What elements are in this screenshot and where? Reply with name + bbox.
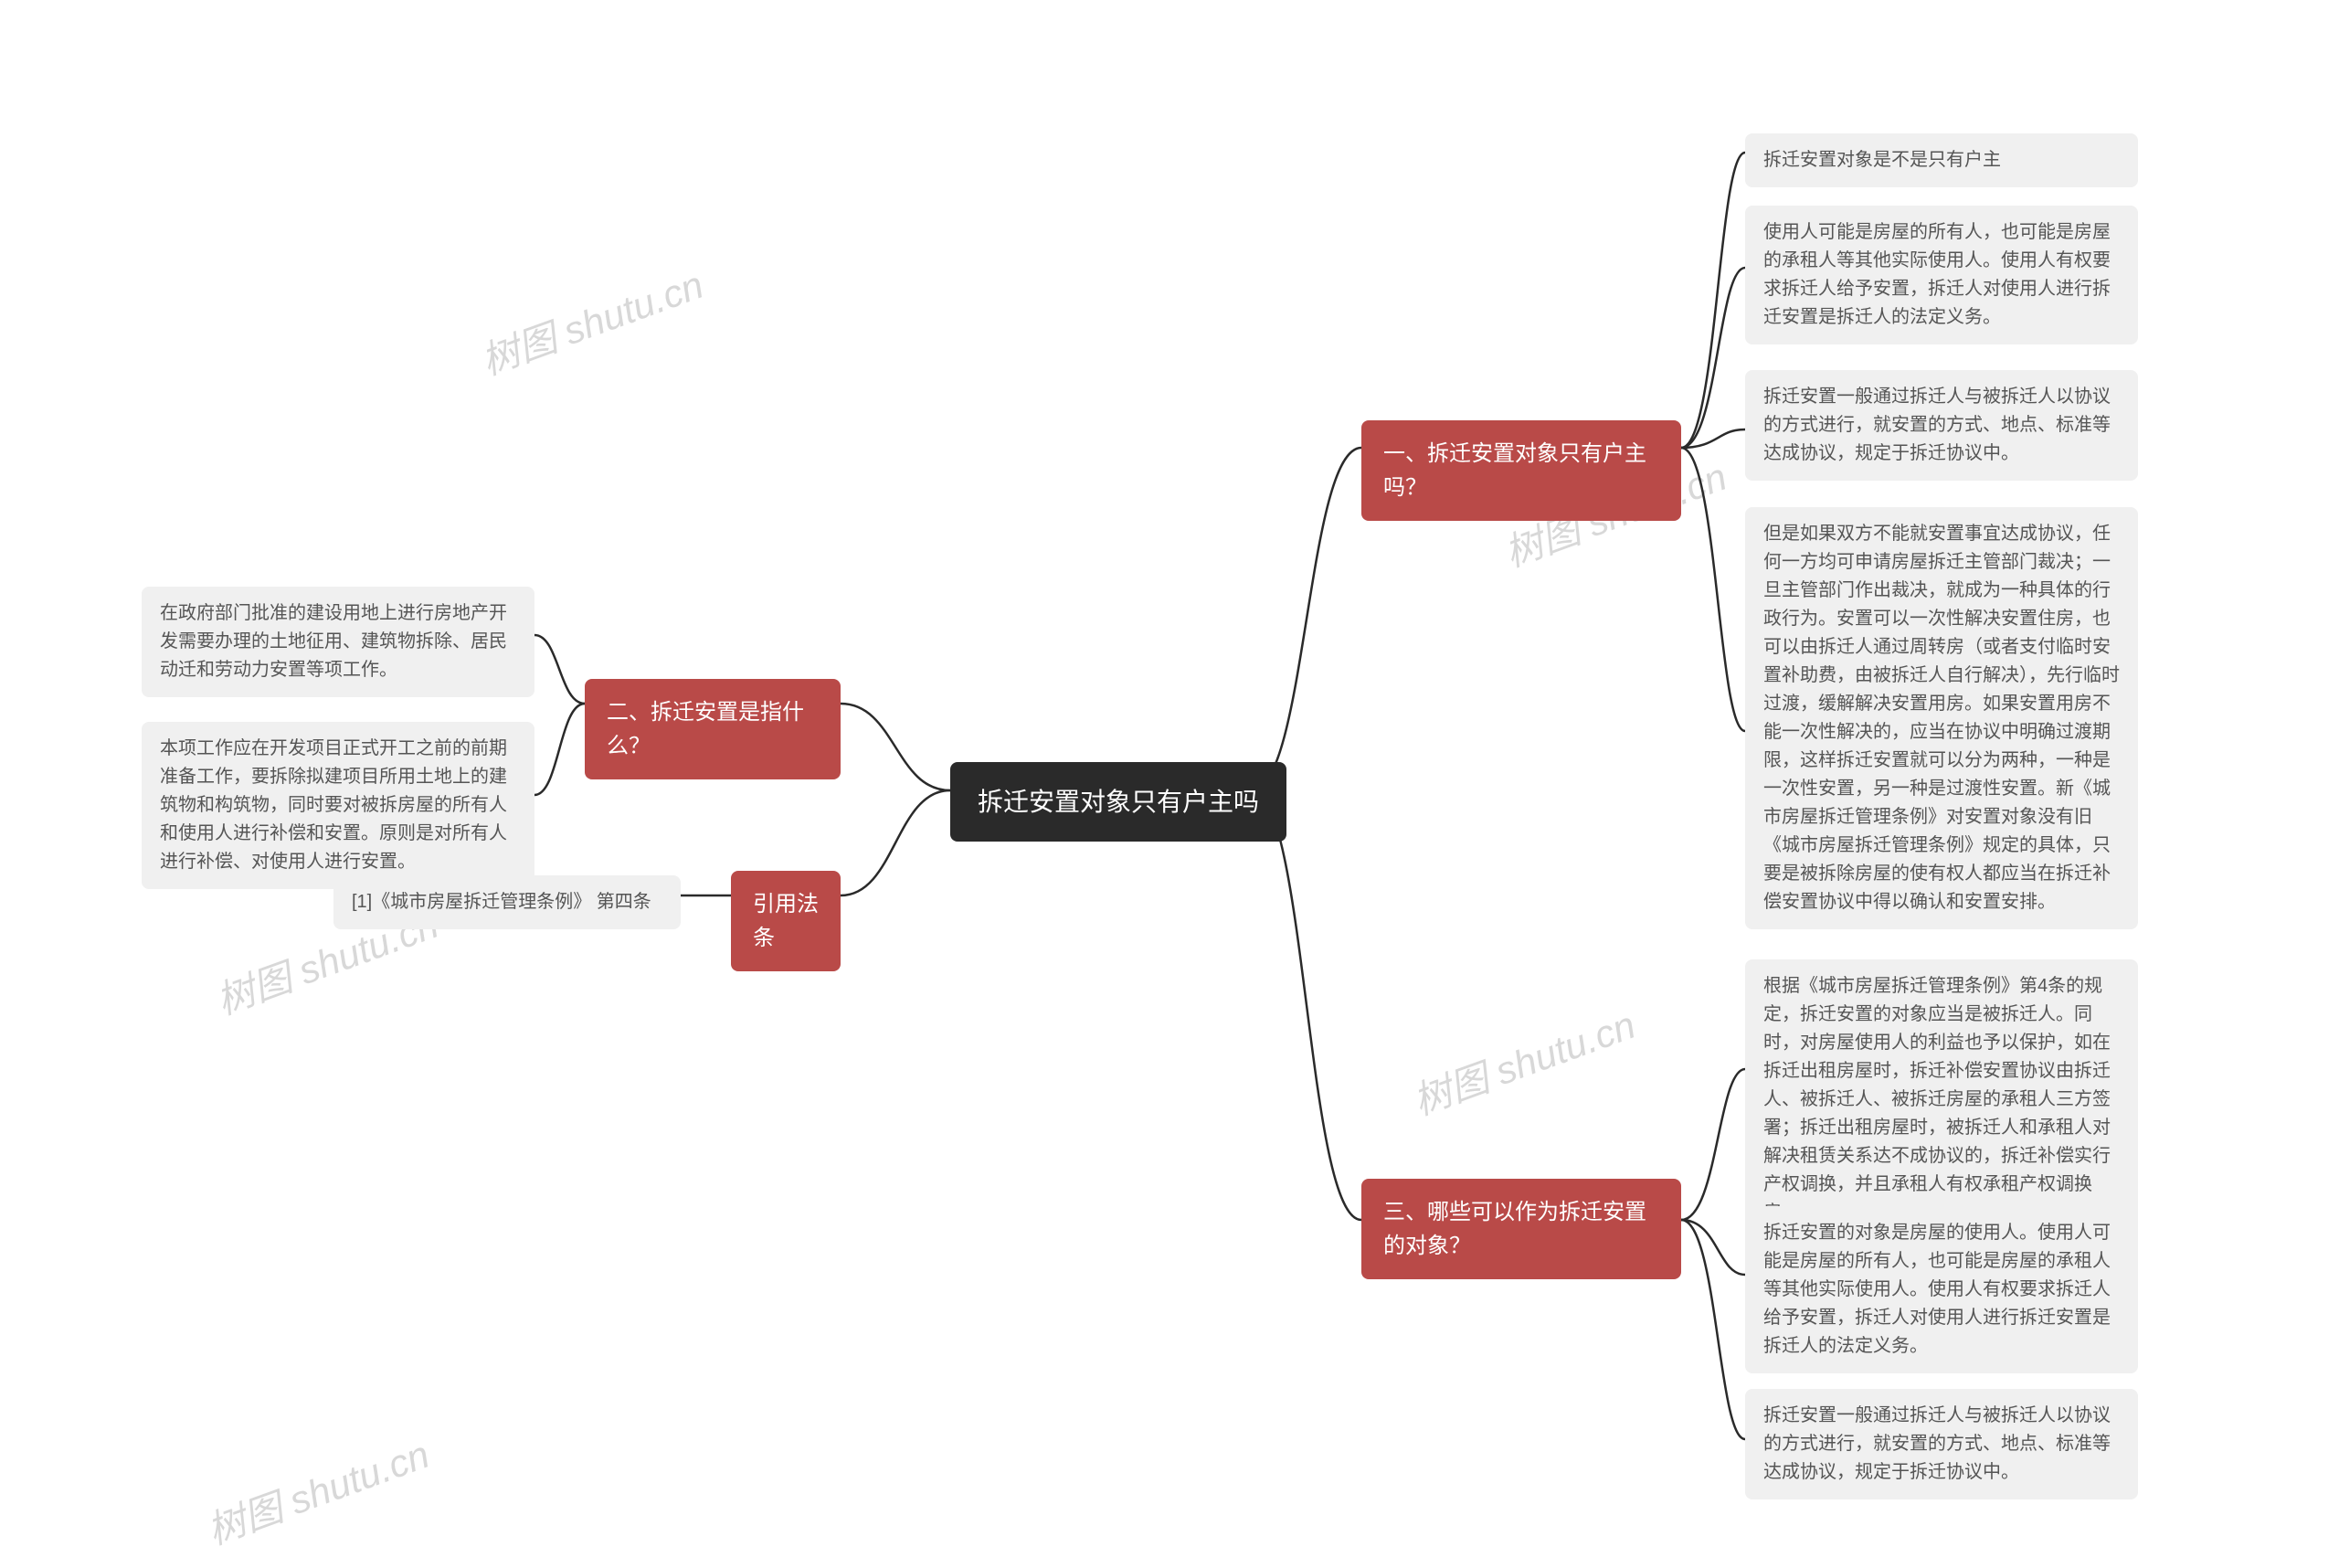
leaf-1-0: 拆迁安置对象是不是只有户主: [1745, 133, 2138, 187]
leaf-1-3: 但是如果双方不能就安置事宜达成协议，任何一方均可申请房屋拆迁主管部门裁决；一旦主…: [1745, 507, 2138, 929]
leaf-3-0: 根据《城市房屋拆迁管理条例》第4条的规定，拆迁安置的对象应当是被拆迁人。同时，对…: [1745, 959, 2138, 1240]
leaf-2-1: 本项工作应在开发项目正式开工之前的前期准备工作，要拆除拟建项目所用土地上的建筑物…: [142, 722, 534, 889]
leaf-4-0: [1]《城市房屋拆迁管理条例》 第四条: [333, 875, 681, 929]
watermark: 树图 shutu.cn: [1404, 994, 1642, 1126]
leaf-3-2: 拆迁安置一般通过拆迁人与被拆迁人以协议的方式进行，就安置的方式、地点、标准等达成…: [1745, 1389, 2138, 1499]
leaf-1-1: 使用人可能是房屋的所有人，也可能是房屋的承租人等其他实际使用人。使用人有权要求拆…: [1745, 206, 2138, 344]
leaf-1-2: 拆迁安置一般通过拆迁人与被拆迁人以协议的方式进行，就安置的方式、地点、标准等达成…: [1745, 370, 2138, 481]
watermark: 树图 shutu.cn: [198, 1424, 436, 1555]
leaf-3-1: 拆迁安置的对象是房屋的使用人。使用人可能是房屋的所有人，也可能是房屋的承租人等其…: [1745, 1206, 2138, 1373]
branch-2[interactable]: 二、拆迁安置是指什么？: [585, 679, 841, 779]
branch-3[interactable]: 三、哪些可以作为拆迁安置的对象？: [1361, 1179, 1681, 1279]
watermark: 树图 shutu.cn: [472, 254, 710, 386]
root-node[interactable]: 拆迁安置对象只有户主吗: [950, 762, 1286, 842]
branch-1[interactable]: 一、拆迁安置对象只有户主吗？: [1361, 420, 1681, 521]
branch-4[interactable]: 引用法条: [731, 871, 841, 971]
leaf-2-0: 在政府部门批准的建设用地上进行房地产开发需要办理的土地征用、建筑物拆除、居民动迁…: [142, 587, 534, 697]
